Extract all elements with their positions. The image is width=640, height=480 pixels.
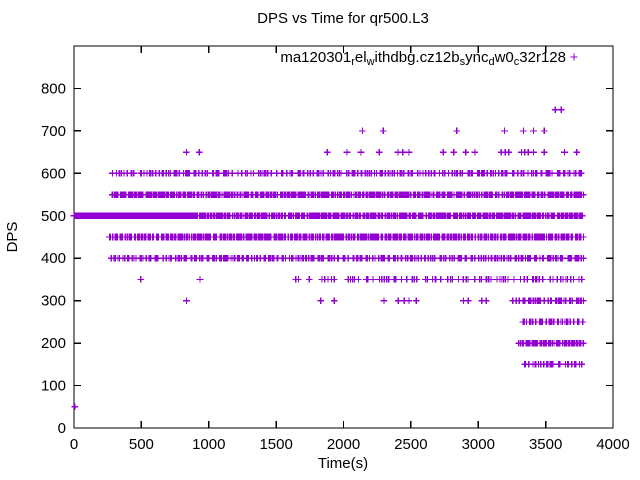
legend-label-subscript: s — [460, 56, 466, 68]
legend-plus-marker-icon — [570, 53, 578, 61]
legend-label-subscript: r — [351, 56, 355, 68]
y-tick-label: 800 — [41, 80, 66, 97]
y-tick-label: 400 — [41, 250, 66, 267]
legend-label-subscript: d — [488, 56, 494, 68]
x-tick-label: 3500 — [529, 436, 562, 453]
data-points — [70, 106, 587, 411]
y-tick-label: 300 — [41, 293, 66, 310]
y-tick-label: 100 — [41, 378, 66, 395]
y-tick-label: 600 — [41, 165, 66, 182]
x-tick-label: 0 — [70, 436, 78, 453]
y-axis-label: DPS — [4, 222, 21, 253]
legend-label-subscript: c — [514, 56, 520, 68]
x-tick-label: 1000 — [192, 436, 225, 453]
x-tick-label: 500 — [129, 436, 154, 453]
x-tick-label: 2500 — [394, 436, 427, 453]
legend-label-subscript: w — [366, 56, 375, 68]
x-axis-label: Time(s) — [318, 455, 368, 472]
y-tick-label: 500 — [41, 208, 66, 225]
x-tick-label: 1500 — [259, 436, 292, 453]
x-tick-label: 2000 — [327, 436, 360, 453]
legend-label: ma120301relwithdbg.cz12bsyncdw0c32r128 — [280, 49, 566, 68]
axis-ticks — [73, 46, 614, 429]
x-tick-label: 3000 — [462, 436, 495, 453]
x-tick-label: 4000 — [596, 436, 629, 453]
axis-tick-labels: 0 500 1000 1500 2000 2500 3000 3500 4000 0 100 200 3… — [41, 80, 630, 453]
y-tick-label: 700 — [41, 123, 66, 140]
chart-title: DPS vs Time for qr500.L3 — [257, 10, 429, 27]
y-tick-label: 200 — [41, 335, 66, 352]
legend: ma120301relwithdbg.cz12bsyncdw0c32r128 — [280, 49, 578, 68]
y-tick-label: 0 — [58, 420, 66, 437]
